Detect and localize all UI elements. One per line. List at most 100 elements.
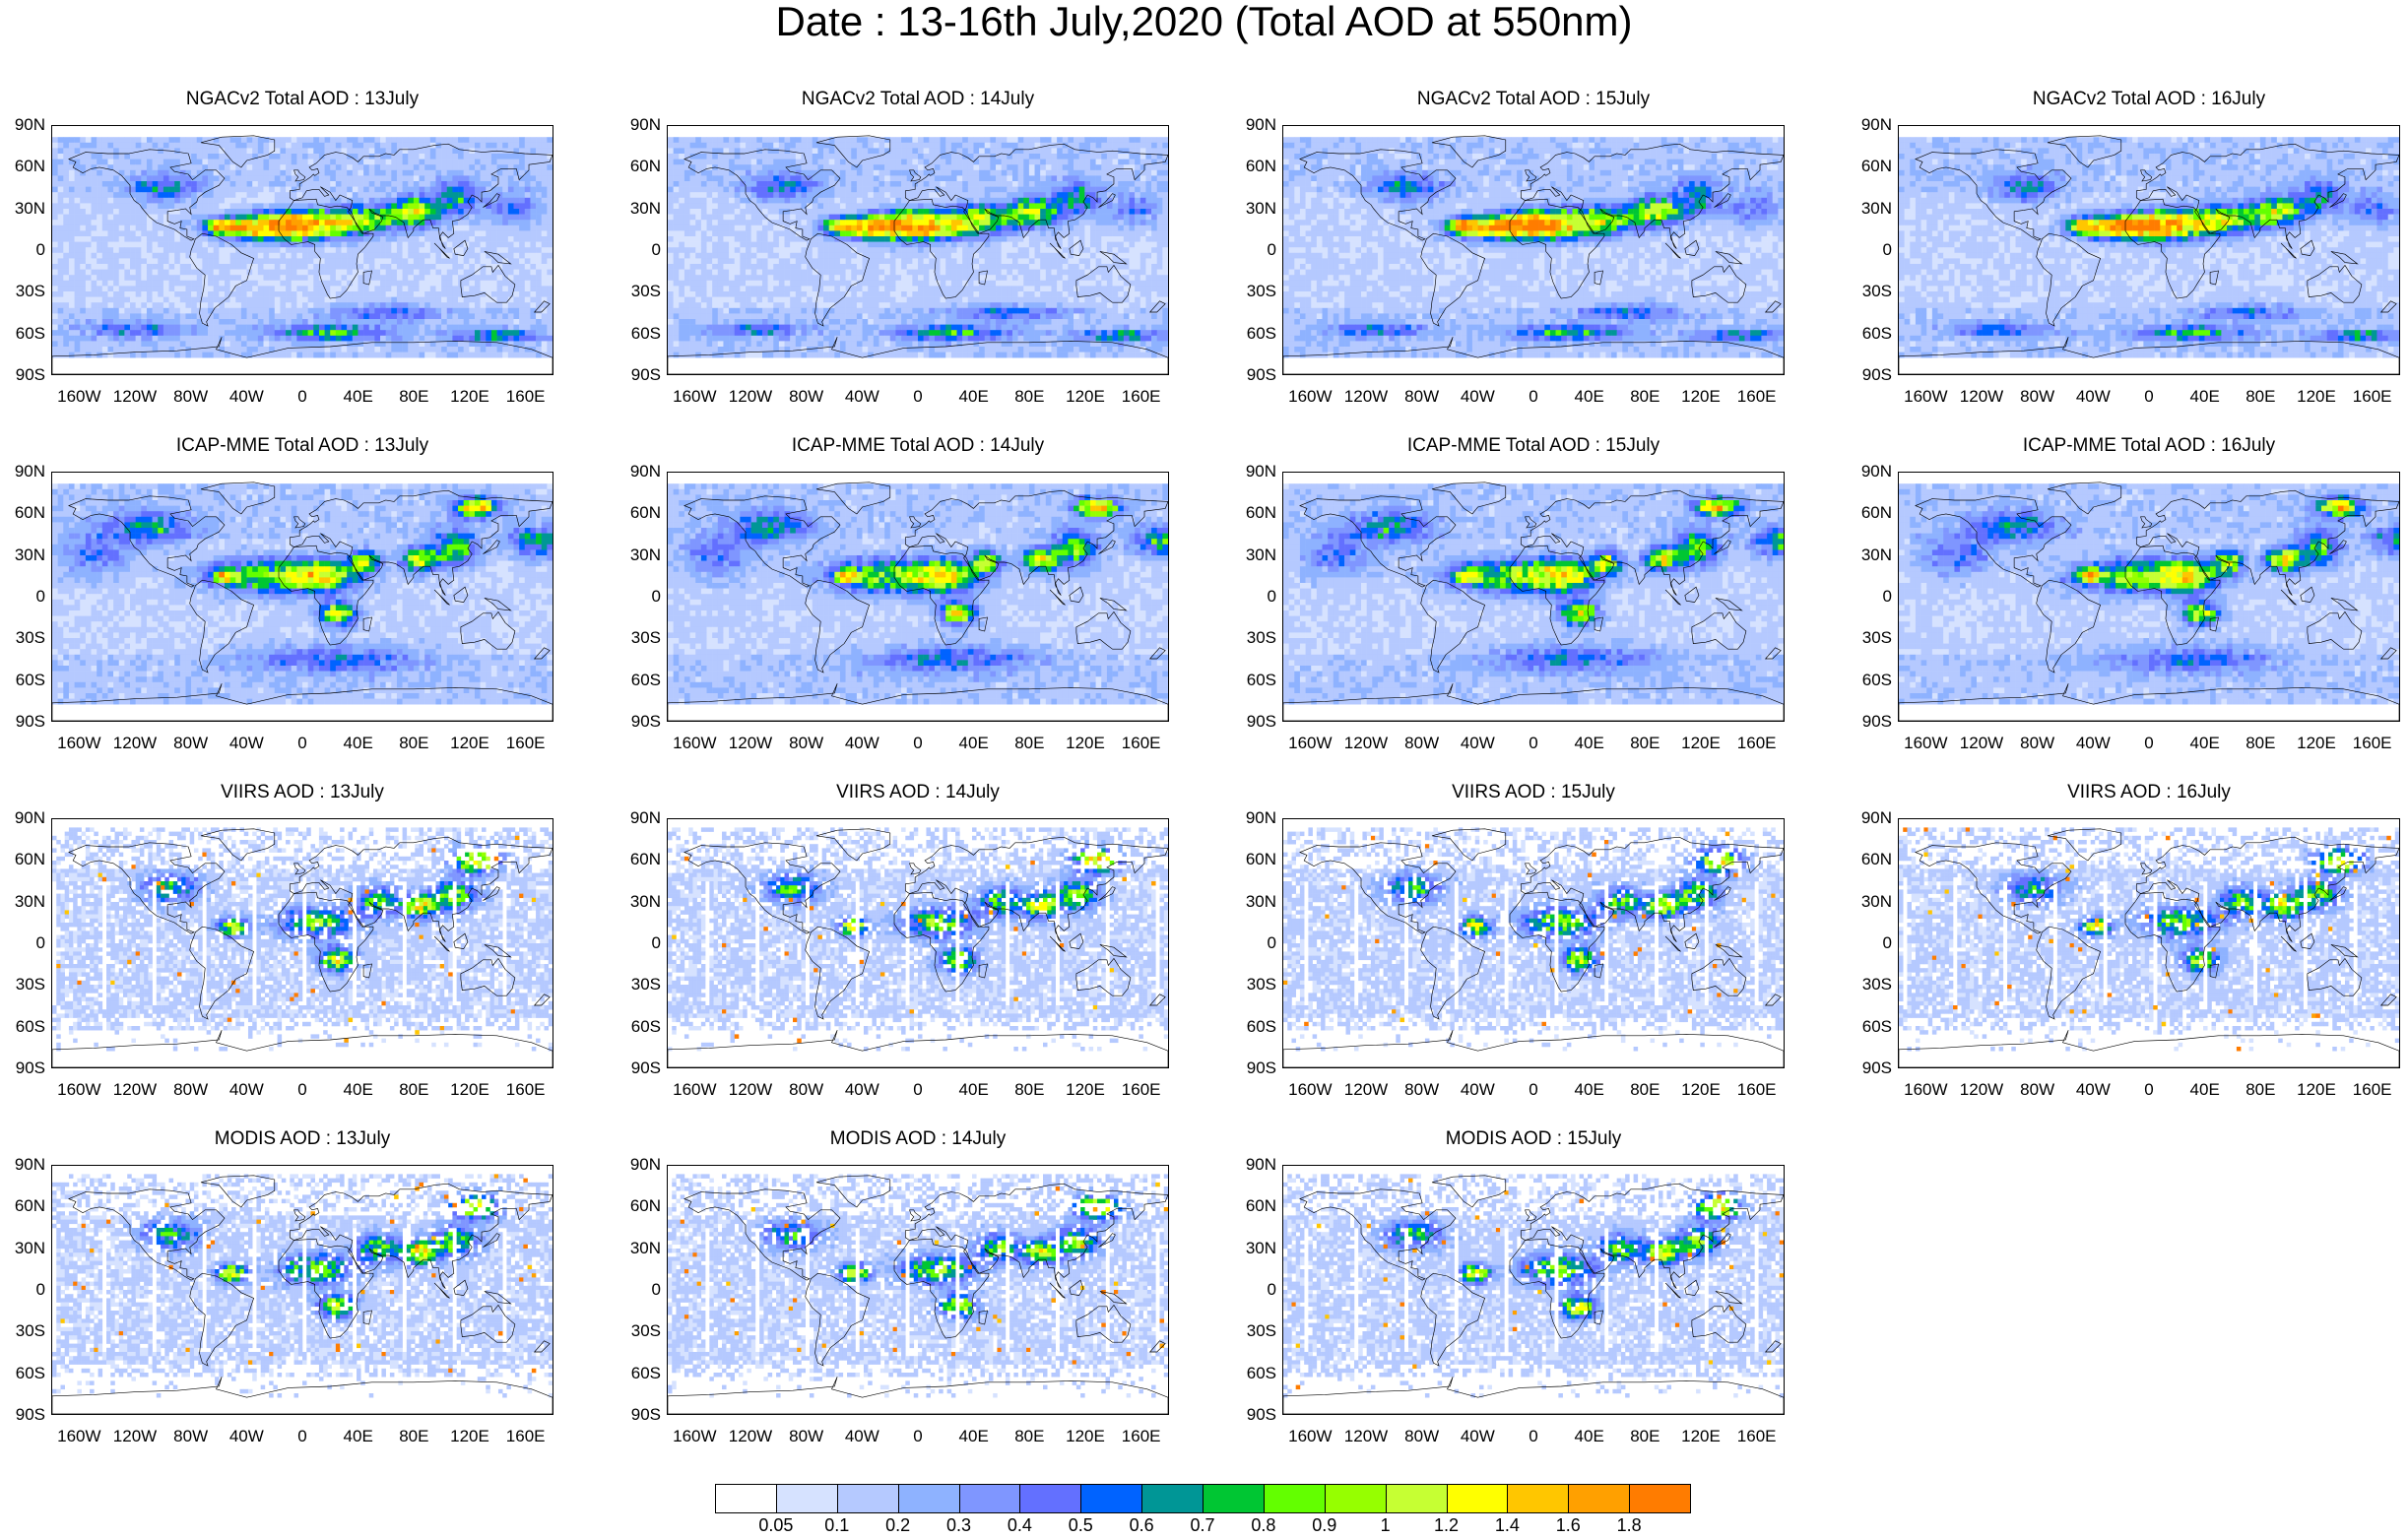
aod-cells: [52, 827, 553, 1052]
coastlines: [1283, 481, 1784, 721]
longitude-tick-label: 80E: [1610, 1427, 1679, 1446]
longitude-tick-label: 120W: [1947, 1080, 2016, 1100]
longitude-tick-label: 120W: [100, 1080, 169, 1100]
longitude-tick-label: 40E: [940, 1427, 1009, 1446]
longitude-tick-label: 120E: [435, 734, 504, 753]
latitude-tick-label: 30N: [1841, 545, 1892, 564]
longitude-tick-label: 40W: [212, 734, 281, 753]
colorbar-tick-label: 1.6: [1543, 1515, 1593, 1536]
aod-cells: [668, 483, 1168, 705]
aod-cells: [52, 483, 553, 705]
latitude-tick-label: 30S: [610, 976, 661, 994]
longitude-tick-label: 160E: [1723, 1080, 1791, 1100]
latitude-tick-label: 90N: [1841, 463, 1892, 481]
latitude-tick-label: 90S: [1225, 366, 1276, 384]
colorbar-box: [775, 1484, 838, 1513]
longitude-tick-label: 40W: [827, 1427, 896, 1446]
colorbar-tick-label: 0.6: [1117, 1515, 1166, 1536]
longitude-tick-label: 160W: [660, 1427, 729, 1446]
latitude-tick-label: 30S: [0, 976, 45, 994]
longitude-tick-label: 160E: [1107, 734, 1176, 753]
longitude-tick-label: 80E: [1610, 387, 1679, 407]
longitude-tick-label: 120W: [716, 387, 785, 407]
latitude-tick-label: 30N: [1841, 892, 1892, 911]
colorbar-tick-label: 0.1: [813, 1515, 862, 1536]
longitude-tick-label: 40E: [940, 387, 1009, 407]
longitude-tick-label: 40W: [1443, 387, 1512, 407]
longitude-tick-label: 0: [2115, 734, 2183, 753]
longitude-tick-label: 160W: [660, 1080, 729, 1100]
coastlines: [52, 135, 553, 374]
colorbar-tick-label: 1.2: [1422, 1515, 1471, 1536]
longitude-tick-label: 80W: [772, 1080, 841, 1100]
longitude-tick-label: 80E: [995, 387, 1064, 407]
panel-title: ICAP-MME Total AOD : 16July: [1898, 435, 2400, 457]
coastlines: [1283, 135, 1784, 374]
latitude-tick-label: 60N: [0, 158, 45, 175]
longitude-tick-label: 40W: [212, 1427, 281, 1446]
map-panel: NGACv2 Total AOD : 14July 90N 60N 30N 0 30S 60…: [630, 89, 1169, 414]
aod-field: [1283, 135, 1784, 374]
map-panel: NGACv2 Total AOD : 13July 90N 60N 30N 0 30S 60…: [15, 89, 553, 414]
aod-map: [667, 1165, 1169, 1415]
latitude-tick-label: 30N: [0, 199, 45, 218]
aod-cells: [1283, 1174, 1784, 1398]
longitude-tick-label: 40E: [324, 1080, 393, 1100]
longitude-tick-label: 0: [883, 1080, 952, 1100]
colorbar-box: [1203, 1484, 1265, 1513]
aod-cells: [1899, 483, 2399, 705]
longitude-tick-label: 0: [883, 734, 952, 753]
longitude-tick-label: 80W: [772, 1427, 841, 1446]
panel-title: NGACv2 Total AOD : 13July: [51, 89, 553, 110]
longitude-tick-label: 160E: [2338, 1080, 2407, 1100]
longitude-tick-label: 160E: [2338, 734, 2407, 753]
map-panel: VIIRS AOD : 16July 90N 60N 30N 0 30S 60S 90S 160…: [1861, 782, 2400, 1107]
aod-cells: [1899, 827, 2399, 1052]
longitude-tick-label: 40W: [212, 387, 281, 407]
colorbar-tick-label: 0.9: [1300, 1515, 1349, 1536]
colorbar-box: [836, 1484, 899, 1513]
longitude-tick-label: 80E: [379, 387, 448, 407]
longitude-tick-label: 40E: [940, 734, 1009, 753]
longitude-tick-label: 80W: [2003, 734, 2072, 753]
coastlines: [1283, 828, 1784, 1067]
latitude-tick-label: 30N: [610, 892, 661, 911]
aod-map: [667, 472, 1169, 722]
latitude-tick-label: 0: [0, 588, 45, 606]
longitude-tick-label: 120W: [1332, 387, 1400, 407]
aod-field: [668, 827, 1168, 1067]
longitude-tick-label: 40W: [212, 1080, 281, 1100]
aod-cells: [668, 827, 1168, 1052]
colorbar-box: [958, 1484, 1021, 1513]
latitude-tick-label: 30S: [1225, 283, 1276, 300]
map-panel: NGACv2 Total AOD : 15July 90N 60N 30N 0 30S 60…: [1246, 89, 1785, 414]
latitude-tick-label: 60N: [0, 851, 45, 868]
colorbar-box: [897, 1484, 960, 1513]
colorbar-box: [1568, 1484, 1631, 1513]
longitude-tick-label: 120E: [1666, 387, 1735, 407]
latitude-tick-label: 60S: [1225, 1364, 1276, 1382]
longitude-tick-label: 0: [1499, 734, 1568, 753]
latitude-tick-label: 90S: [0, 1406, 45, 1424]
longitude-tick-label: 120E: [1666, 734, 1735, 753]
aod-field: [1283, 1174, 1784, 1414]
latitude-tick-label: 90N: [610, 809, 661, 827]
longitude-tick-label: 120E: [1051, 734, 1120, 753]
latitude-tick-label: 90S: [1841, 713, 1892, 731]
colorbar-box: [1141, 1484, 1204, 1513]
longitude-tick-label: 160W: [44, 1427, 113, 1446]
longitude-tick-label: 0: [268, 1427, 337, 1446]
longitude-tick-label: 80E: [379, 1080, 448, 1100]
aod-field: [52, 1174, 553, 1414]
longitude-tick-label: 120W: [1947, 734, 2016, 753]
longitude-tick-label: 160W: [44, 734, 113, 753]
latitude-tick-label: 60S: [1841, 671, 1892, 689]
longitude-tick-label: 0: [268, 1080, 337, 1100]
longitude-tick-label: 160E: [1723, 734, 1791, 753]
latitude-tick-label: 90N: [1225, 463, 1276, 481]
longitude-tick-label: 40E: [2171, 734, 2240, 753]
longitude-tick-label: 80W: [157, 1427, 226, 1446]
colorbar-tick-label: 0.2: [874, 1515, 923, 1536]
aod-map: [1282, 472, 1785, 722]
aod-field: [1899, 135, 2399, 374]
